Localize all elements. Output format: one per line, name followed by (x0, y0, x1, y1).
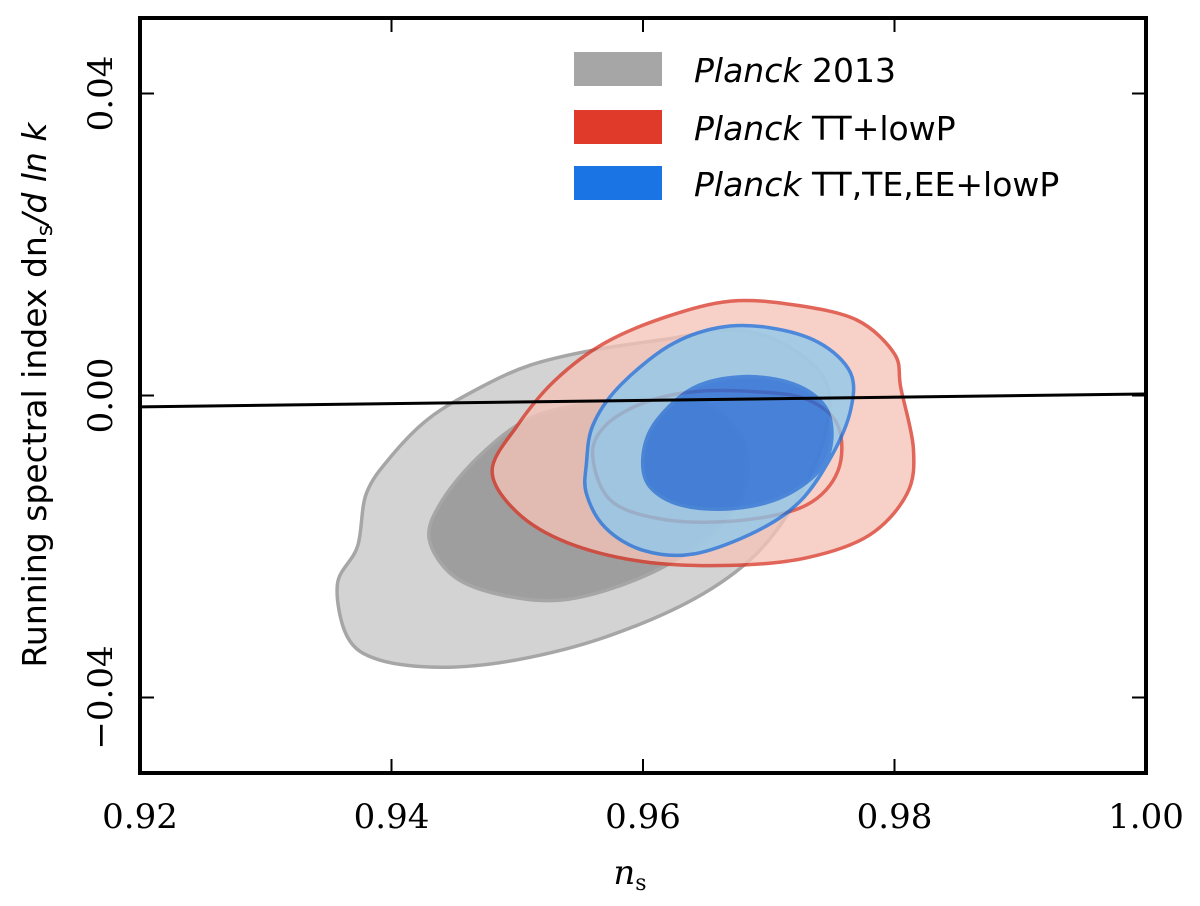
legend-swatch-planck-tt-te-ee-lowp (574, 166, 662, 200)
contour-inner-planck-tt-te-ee-lowp (640, 374, 834, 511)
legend-swatch-planck-2013 (574, 52, 662, 86)
tick-labels: 0.92 0.94 0.96 0.98 1.00 −0.04 0.00 0.04 (81, 56, 1184, 837)
y-axis-label: Running spectral index dns/d ln k (15, 121, 58, 668)
x-tick-label: 0.94 (354, 797, 430, 837)
legend: Planck 2013 Planck TT+lowP Planck TT,TE,… (574, 51, 1059, 204)
legend-label-planck-2013: Planck 2013 (694, 51, 896, 90)
x-tick-label: 0.92 (102, 797, 178, 837)
plot-frame (138, 16, 1148, 775)
y-tick-label: −0.04 (81, 645, 121, 749)
contour-layer (335, 298, 916, 670)
x-tick-label: 0.96 (605, 797, 681, 837)
reference-line (140, 392, 1146, 409)
legend-label-planck-tt-te-ee-lowp: Planck TT,TE,EE+lowP (694, 165, 1059, 204)
series-planck-tt-te-ee-lowp (583, 323, 856, 558)
x-tick-label: 0.98 (857, 797, 933, 837)
legend-label-planck-tt-lowp: Planck TT+lowP (694, 109, 956, 148)
reference-line-layer (140, 392, 1146, 409)
x-axis-label: ns (613, 853, 646, 896)
legend-swatch-planck-tt-lowp (574, 110, 662, 144)
y-tick-label: 0.04 (81, 56, 121, 132)
x-tick-label: 1.00 (1108, 797, 1184, 837)
y-tick-label: 0.00 (81, 358, 121, 434)
